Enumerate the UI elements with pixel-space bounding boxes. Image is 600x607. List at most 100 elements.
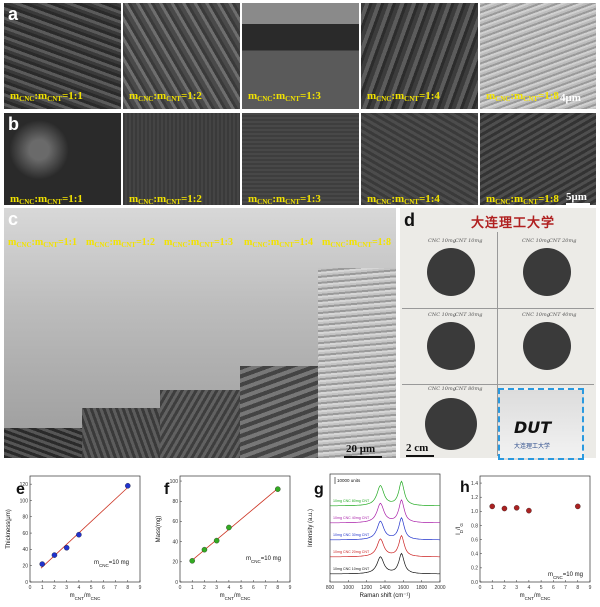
x-tick-label: 5 <box>240 585 243 591</box>
series-label: 10mg CNC 20mg CNT <box>333 550 370 554</box>
scale-bar-d: 2 cm <box>406 442 428 454</box>
x-axis-label: mCNT/mCNC <box>70 593 101 601</box>
raman-series <box>330 480 440 507</box>
grid-line-h2 <box>402 384 594 385</box>
raman-series <box>330 534 440 558</box>
y-tick-label: 60 <box>22 531 28 537</box>
inset-dut-text-value: DUT <box>514 418 552 437</box>
x-tick-label: 0 <box>29 585 32 591</box>
data-point <box>189 558 195 564</box>
ratio-label-a4: mCNC:mCNT=1:4 <box>367 90 440 103</box>
x-tick-label: 1 <box>41 585 44 591</box>
film-disc-1 <box>427 248 475 296</box>
data-point <box>226 524 232 531</box>
sem-tile-b4 <box>361 113 478 205</box>
x-axis-label: Raman shift (cm⁻¹) <box>360 593 411 599</box>
y-tick-label: 120 <box>20 482 29 488</box>
series-label: 10mg CNC 10mg CNT <box>333 567 370 571</box>
x-tick-label: 1400 <box>379 585 390 591</box>
plot-frame <box>479 475 591 583</box>
x-tick-label: 800 <box>326 585 335 591</box>
x-tick-label: 3 <box>215 585 218 591</box>
sample-label: CNC 10mg <box>522 238 550 244</box>
data-point <box>275 486 281 492</box>
y-tick-label: 1.4 <box>471 481 478 487</box>
y-axis-label: Mass(mg) <box>156 516 162 543</box>
ratio-label-c5: mCNC:mCNT=1:8 <box>322 237 391 249</box>
series-label: 10mg CNC 30mg CNT <box>333 533 370 537</box>
x-tick-label: 4 <box>527 585 530 591</box>
panel-label-b: b <box>8 114 19 134</box>
film-layer-3 <box>160 390 240 458</box>
y-tick-label: 0.8 <box>471 523 478 529</box>
scale-bar-c-text: 20 μm <box>346 443 376 455</box>
y-tick-label: 80 <box>172 499 178 505</box>
ratio-label-b3: mCNC:mCNT=1:3 <box>248 193 321 206</box>
scale-bar-c-line <box>344 456 382 458</box>
university-header-text: 大连理工大学 <box>470 216 555 231</box>
x-tick-label: 1 <box>491 585 494 591</box>
panel-label-c: c <box>8 209 19 229</box>
sample-label: CNT 40mg <box>549 312 577 318</box>
x-tick-label: 4 <box>77 585 80 591</box>
ratio-label-c3: mCNC:mCNT=1:3 <box>164 237 233 249</box>
film-disc-3 <box>427 322 475 370</box>
ratio-label-b1: mCNC:mCNT=1:1 <box>10 193 83 206</box>
y-axis-label: Thickness(μm) <box>6 509 12 548</box>
data-point <box>213 537 220 544</box>
x-tick-label: 4 <box>227 585 230 591</box>
y-tick-label: 40 <box>22 547 28 553</box>
raman-series <box>330 499 441 524</box>
y-tick-label: 0.2 <box>471 566 478 572</box>
sem-tile-a1 <box>4 3 121 109</box>
data-point <box>125 483 131 489</box>
scale-bar-d-line <box>406 455 434 457</box>
panel-label-a: a <box>8 4 19 24</box>
x-tick-label: 2 <box>203 585 206 591</box>
x-tick-label: 9 <box>139 585 142 591</box>
scale-bar-d-text: 2 cm <box>406 442 429 454</box>
x-tick-label: 1600 <box>398 585 409 591</box>
x-tick-label: 3 <box>515 585 518 591</box>
chart-h: 0 1 2 3 4 5 6 7 8 9 0.0 0.2 0.4 0.6 0.8 1.0 1.2 1.4 ID/IG m… <box>456 475 592 601</box>
chart-f: 0 1 2 3 4 5 6 7 8 9 0 20 40 60 80 100 Mass(mg) mCNT/mCNC m… <box>156 475 292 601</box>
x-tick-label: 7 <box>564 585 567 591</box>
chart-annotation: mCNC=10 mg <box>94 560 129 568</box>
data-point <box>201 546 208 553</box>
film-disc-5 <box>425 398 477 450</box>
scale-bar-b-line <box>566 203 590 205</box>
sample-label: CNC 10mg <box>428 312 456 318</box>
scale-note: 10000 units <box>337 478 361 483</box>
x-tick-label: 1000 <box>343 585 354 591</box>
x-tick-label: 1800 <box>416 585 427 591</box>
scale-bar-a: 4μm <box>560 92 581 104</box>
inset-dut-text: DUT <box>514 418 551 437</box>
x-tick-label: 8 <box>126 585 129 591</box>
y-tick-label: 40 <box>172 539 178 545</box>
ratio-label-a3: mCNC:mCNT=1:3 <box>248 90 321 103</box>
plot-frame <box>329 473 441 583</box>
sample-label: CNC 10mg <box>428 386 456 392</box>
x-tick-label: 6 <box>102 585 105 591</box>
ratio-label-c2: mCNC:mCNT=1:2 <box>86 237 155 249</box>
x-tick-label: 9 <box>289 585 292 591</box>
data-point <box>489 503 495 510</box>
x-tick-label: 5 <box>90 585 93 591</box>
chart-e: 0 1 2 3 4 5 6 7 8 9 0 20 40 60 80 100 120 Thickness(μm) mC… <box>6 475 142 601</box>
data-point <box>526 507 532 514</box>
chart-annotation: mCNC=10 mg <box>548 572 583 580</box>
grid-line-h1 <box>402 308 594 309</box>
y-tick-label: 0 <box>25 580 28 586</box>
film-layer-2 <box>82 408 160 458</box>
x-tick-label: 8 <box>276 585 279 591</box>
chart-annotation: mCNC=10 mg <box>246 556 281 564</box>
ratio-label-c4: mCNC:mCNT=1:4 <box>244 237 313 249</box>
sem-tile-b5 <box>480 113 596 205</box>
x-tick-label: 2 <box>53 585 56 591</box>
scale-bar-a-text: 4μm <box>560 92 581 104</box>
film-layer-1 <box>4 428 82 458</box>
data-point <box>513 505 520 511</box>
chart-g: 800 1000 1200 1400 1600 1800 2000 10mg CNC 80mg… <box>308 473 446 599</box>
data-point <box>501 505 508 512</box>
x-tick-label: 0 <box>179 585 182 591</box>
